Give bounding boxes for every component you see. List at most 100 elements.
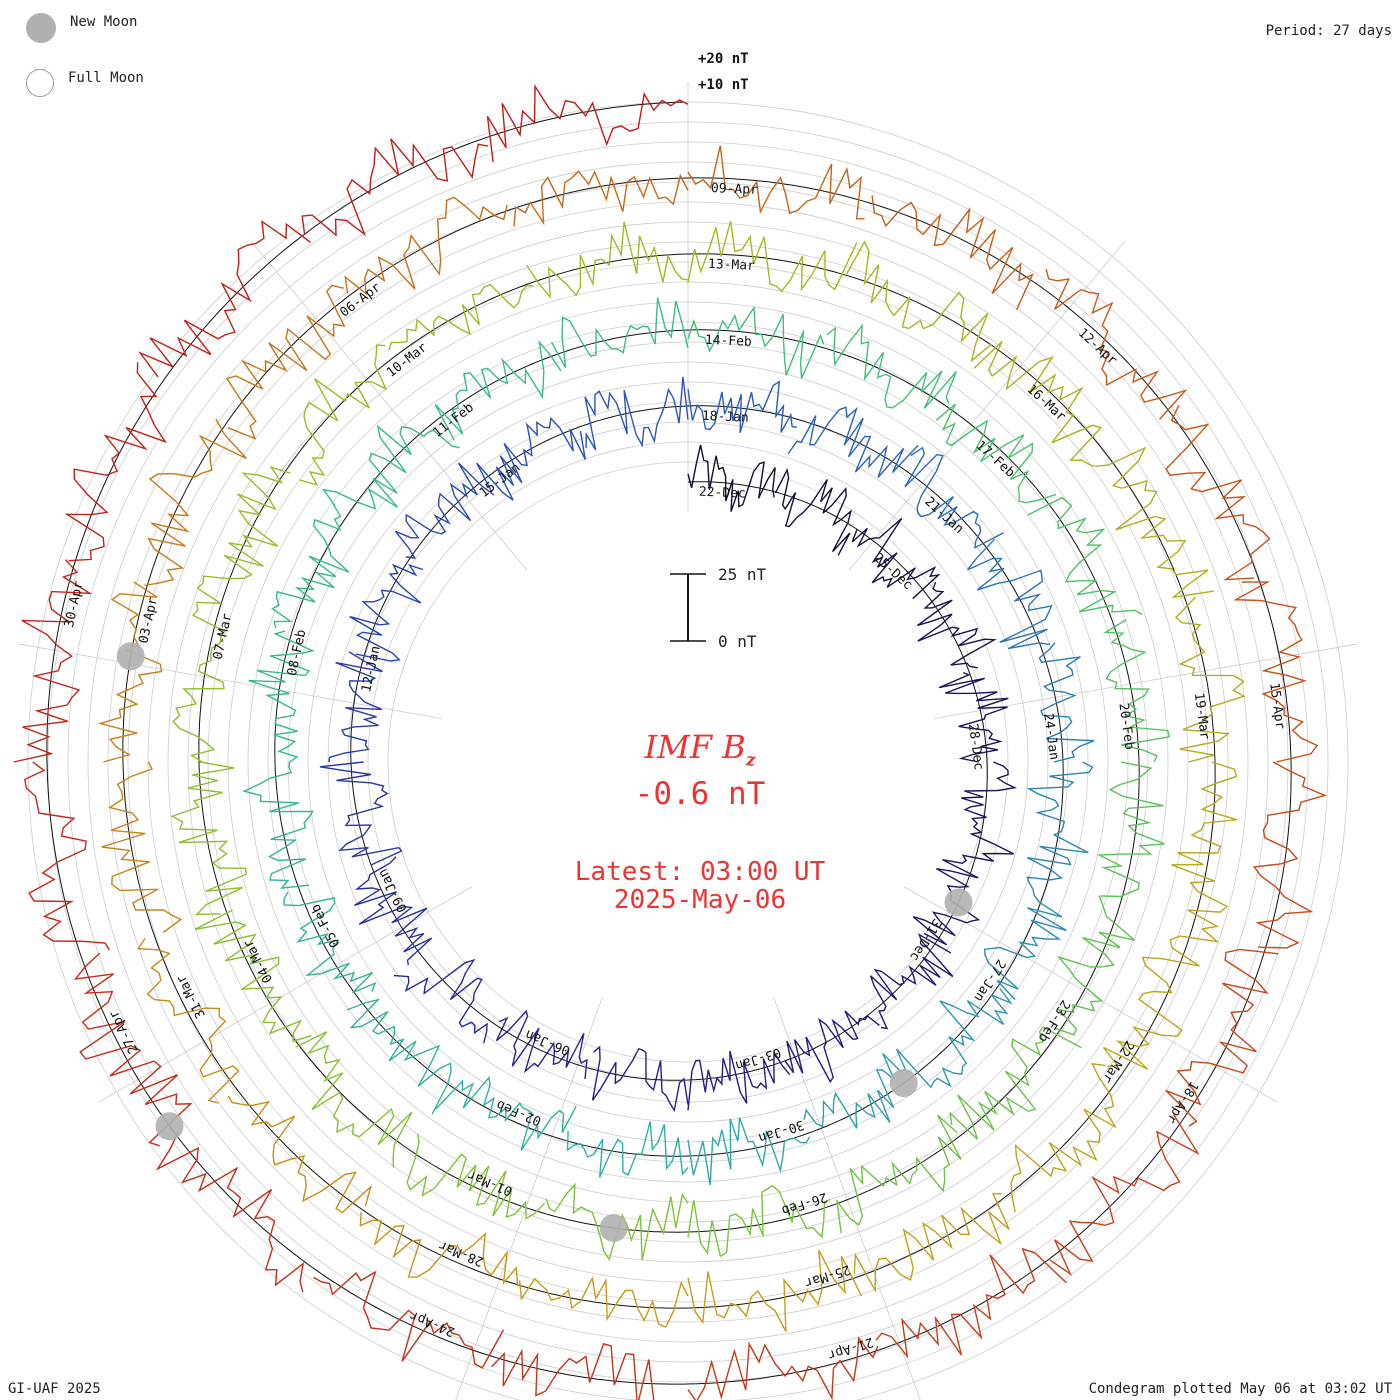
date-label: 12-Jan: [359, 644, 384, 693]
bz-trace-segment: [434, 340, 562, 441]
plotted-timestamp: Condegram plotted May 06 at 03:02 UT: [1088, 1381, 1392, 1397]
bz-trace-segment: [313, 1270, 505, 1369]
date-label: 24-Jan: [1040, 712, 1061, 761]
bz-trace-segment: [248, 630, 315, 763]
date-label: 13-Mar: [708, 257, 756, 274]
legend-full-moon: Full Moon: [26, 69, 144, 97]
grid-spoke: [98, 886, 472, 1103]
period-label: Period: 27 days: [1265, 23, 1392, 39]
latest-date-line: 2025-May-06: [613, 885, 787, 915]
new-moon-marker: [889, 1069, 918, 1098]
bz-trace-segment: [687, 221, 858, 293]
bz-trace-segment: [24, 761, 110, 951]
credit-label: GI-UAF 2025: [8, 1381, 101, 1397]
bz-trace-segment: [687, 305, 825, 379]
bz-trace-segment: [495, 1009, 588, 1080]
bz-trace-segment: [359, 1211, 519, 1287]
bz-trace-segment: [393, 958, 488, 1044]
date-label: 18-Jan: [702, 409, 750, 426]
bz-trace-segment: [845, 240, 992, 363]
grid-spoke: [848, 240, 1126, 571]
date-label: 26-Feb: [779, 1189, 828, 1218]
bz-trace-segment: [144, 418, 247, 587]
bz-trace-segment: [687, 380, 797, 433]
bz-trace-segment: [545, 1182, 689, 1261]
scale-bottom-label: 0 nT: [718, 632, 757, 651]
bz-trace-segment: [1252, 761, 1328, 949]
bz-trace-segment: [299, 344, 388, 486]
bz-trace-segment: [687, 1336, 879, 1400]
bz-trace-segment: [1165, 404, 1271, 581]
bz-trace-segment: [826, 323, 957, 410]
bz-trace-segment: [97, 581, 163, 763]
bz-trace-segment: [784, 1010, 880, 1084]
date-label: 03-Jan: [733, 1044, 782, 1073]
new-moon-marker: [116, 642, 145, 671]
bz-trace-segment: [227, 1095, 373, 1214]
bz-trace-segment: [687, 444, 776, 512]
bz-trace-segment: [1233, 581, 1319, 763]
bz-trace-segment: [875, 1247, 1067, 1359]
bz-trace-segment: [774, 467, 852, 556]
bz-trace-segment: [938, 671, 1009, 763]
bz-trace-segment: [319, 761, 403, 866]
date-label: 21-Apr: [826, 1334, 875, 1363]
bz-trace-segment: [1054, 895, 1136, 1036]
reference-label-10: +10 nT: [698, 77, 749, 93]
bz-trace-segment: [491, 1343, 655, 1400]
latest-time: Latest: 03:00 UT 2025-May-06: [0, 858, 1400, 914]
date-label: 20-Feb: [1115, 702, 1136, 751]
date-labels: 22-Dec25-Dec28-Dec31-Dec03-Jan06-Jan09-J…: [62, 181, 1287, 1362]
bz-trace-segment: [935, 403, 1057, 504]
bz-trace-segment: [871, 195, 1034, 311]
bz-trace-segment: [949, 1026, 1082, 1140]
date-label: 06-Apr: [337, 280, 383, 321]
bz-trace-segment: [64, 362, 167, 562]
bz-trace-segment: [101, 761, 183, 934]
reference-label-20: +20 nT: [698, 51, 749, 67]
new-moon-marker: [155, 1112, 184, 1141]
bz-trace-segment: [73, 952, 193, 1147]
date-label: 15-Apr: [1266, 682, 1287, 731]
bz-trace-segment: [1038, 642, 1095, 763]
legend-full-moon-label: Full Moon: [68, 70, 144, 86]
bz-trace-segment: [687, 1049, 791, 1111]
bz-trace-segment: [1102, 928, 1220, 1070]
bz-trace-segment: [1010, 1063, 1117, 1213]
bz-trace-segment: [1049, 1114, 1200, 1276]
bz-trace-segment: [983, 876, 1067, 1001]
bz-trace-segment: [687, 1117, 811, 1186]
bz-trace-segment: [1103, 619, 1171, 763]
bz-trace-segment: [295, 1031, 413, 1168]
new-moon-icon: [26, 13, 56, 43]
grid-spoke: [455, 996, 603, 1400]
bz-trace-segment: [394, 462, 495, 559]
bz-trace-segment: [476, 416, 586, 501]
bz-trace-segment: [584, 376, 689, 451]
new-moon-marker: [944, 888, 973, 917]
bz-trace-segment: [172, 602, 226, 763]
latest-time-line: Latest: 03:00 UT: [574, 857, 826, 887]
bz-trace-segment: [896, 988, 1013, 1089]
bz-trace-segment: [1045, 268, 1188, 420]
bz-trace-segment: [271, 504, 350, 629]
full-moon-icon: [26, 69, 54, 97]
bz-trace-segment: [526, 221, 689, 299]
bz-trace-segment: [518, 1276, 689, 1328]
legend-new-moon-label: New Moon: [70, 14, 138, 30]
bz-trace-segment: [354, 856, 433, 966]
date-label: 15-Jan: [477, 460, 523, 501]
bz-trace-segment: [960, 761, 1018, 862]
date-label: 07-Mar: [211, 612, 236, 661]
bz-trace-segment: [836, 1114, 962, 1234]
bz-trace-segment: [321, 424, 460, 510]
bz-trace-segment: [196, 466, 291, 605]
date-label: 09-Apr: [711, 181, 759, 198]
bz-trace-segment: [917, 581, 997, 669]
bz-trace-segment: [1171, 761, 1238, 930]
date-label: 03-Apr: [136, 596, 161, 645]
bz-trace-segment: [1165, 948, 1279, 1127]
date-label: 04-Mar: [241, 937, 276, 986]
bz-trace-segment: [435, 1075, 577, 1151]
